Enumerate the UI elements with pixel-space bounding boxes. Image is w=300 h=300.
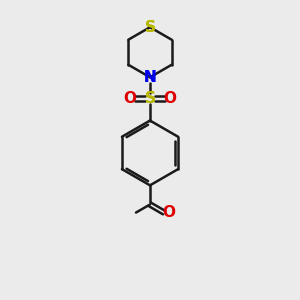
Text: N: N bbox=[144, 70, 156, 85]
Text: S: S bbox=[145, 91, 155, 106]
Text: S: S bbox=[145, 20, 155, 35]
Text: O: O bbox=[162, 205, 175, 220]
Text: S: S bbox=[145, 20, 155, 35]
Text: O: O bbox=[164, 91, 176, 106]
Text: O: O bbox=[124, 91, 136, 106]
Text: S: S bbox=[145, 91, 155, 106]
Text: N: N bbox=[144, 70, 156, 85]
